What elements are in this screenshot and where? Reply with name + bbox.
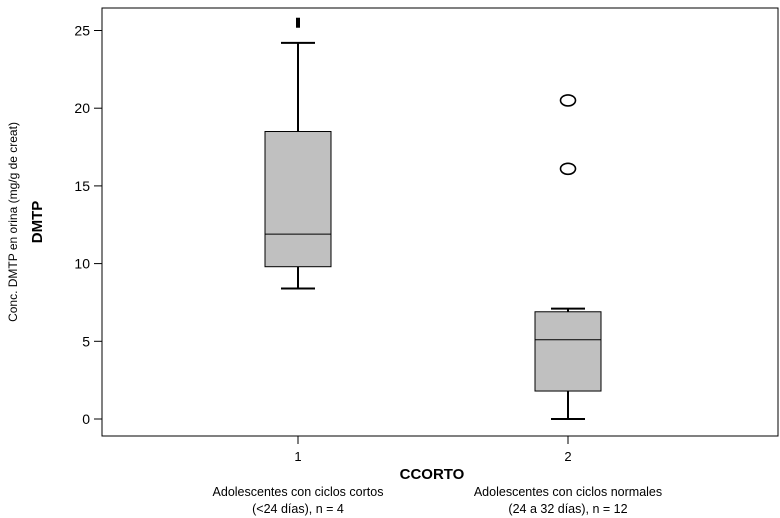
box-group-1 [264, 17, 332, 290]
outlier-point [559, 162, 577, 176]
x-tick-label: 1 [294, 449, 301, 464]
iqr-box [534, 311, 602, 392]
iqr-box [264, 131, 332, 268]
category-1-description-line1: Adolescentes con ciclos cortos [213, 485, 384, 499]
plot-frame [101, 7, 779, 437]
extreme-point [296, 17, 300, 28]
y-axis-label: DMTP [29, 201, 46, 244]
x-tick-label: 2 [564, 449, 571, 464]
y-tick-label: 10 [74, 256, 90, 272]
category-2-description-line1: Adolescentes con ciclos normales [474, 485, 662, 499]
box-group-2 [534, 94, 602, 420]
outlier-point [559, 94, 577, 107]
y-tick-label: 25 [74, 23, 90, 39]
y-axis-label-sub: Conc. DMTP en orina (mg/g de creat) [6, 122, 20, 322]
y-tick-label: 15 [74, 178, 90, 194]
y-tick-label: 5 [82, 333, 90, 349]
y-tick-label: 0 [82, 411, 90, 427]
x-axis-label: CCORTO [400, 466, 465, 483]
category-2-description-line2: (24 a 32 días), n = 12 [508, 502, 627, 516]
y-tick-label: 20 [74, 100, 90, 116]
category-1-description-line2: (<24 días), n = 4 [252, 502, 344, 516]
